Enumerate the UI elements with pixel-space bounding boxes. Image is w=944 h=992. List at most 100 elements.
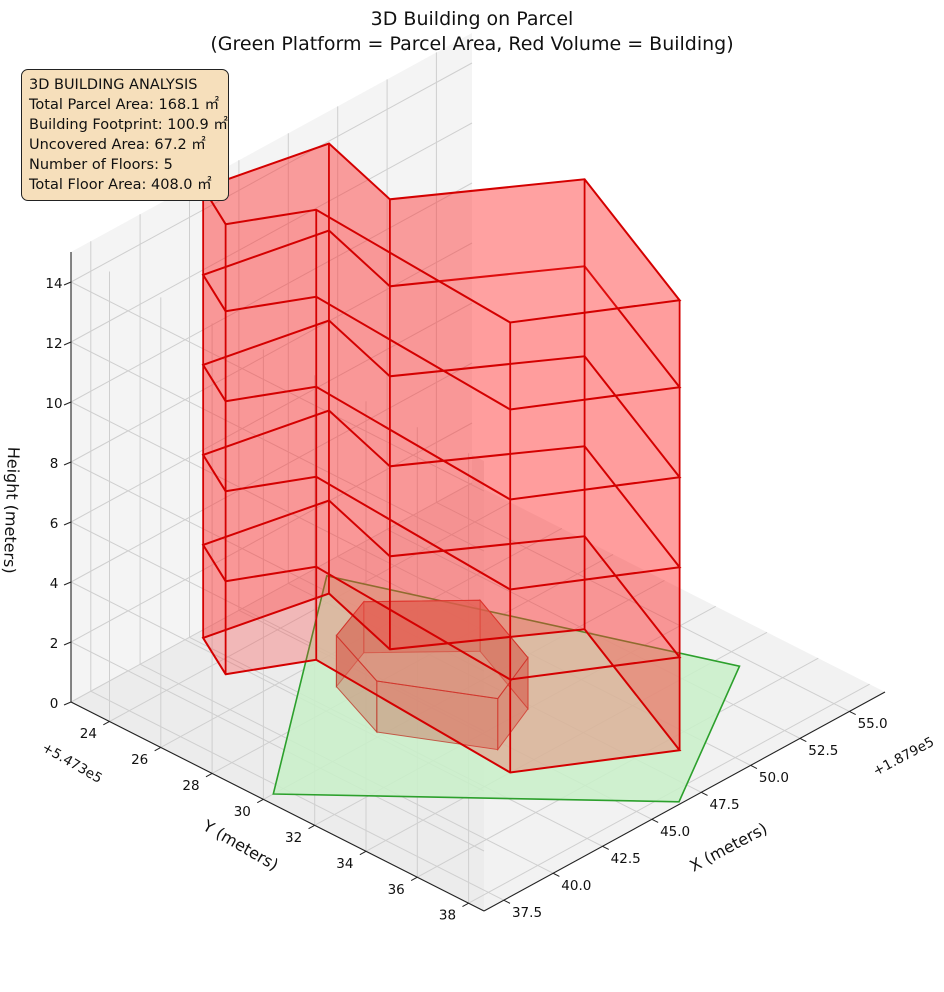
z-tick-mark (63, 521, 72, 526)
x-tick-label: 55.0 (858, 716, 888, 732)
analysis-info-box: 3D BUILDING ANALYSIS Total Parcel Area: … (21, 69, 229, 201)
info-number-of-floors: Number of Floors: 5 (29, 157, 173, 173)
y-tick-label: 34 (336, 856, 353, 872)
y-tick-label: 24 (80, 726, 97, 742)
z-tick-label: 6 (50, 516, 59, 532)
building-wall-face (389, 356, 585, 467)
building-wall-face (316, 566, 511, 773)
x-tick-mark (552, 872, 560, 877)
axis-lines (70, 252, 886, 912)
x-tick-label: 47.5 (709, 797, 739, 813)
building-wall-face (316, 386, 511, 590)
y-tick-mark (257, 798, 264, 804)
x-tick-label: 40.0 (561, 878, 591, 894)
chart-subtitle: (Green Platform = Parcel Area, Red Volum… (210, 33, 733, 55)
building-wall-face (389, 266, 585, 377)
building-wall-face (203, 544, 226, 675)
z-tick-label: 12 (45, 336, 62, 352)
z-tick-label: 14 (45, 276, 62, 292)
building-wall-face (389, 536, 585, 650)
z-tick-label: 0 (50, 696, 59, 712)
building-wall-face (203, 187, 226, 312)
chart-title: 3D Building on Parcel (371, 8, 574, 30)
z-tick-mark (63, 341, 72, 346)
y-tick-mark (205, 772, 213, 778)
x-tick-label: 52.5 (808, 743, 838, 759)
building-wall-face (584, 536, 680, 751)
building-wall-face (203, 274, 226, 402)
floor-outline (201, 142, 682, 324)
y-tick-mark (410, 876, 418, 882)
building-wall-face (203, 143, 329, 275)
building-wall-face (510, 477, 680, 590)
building-wall-face (203, 454, 226, 582)
y-tick-label: 32 (285, 830, 302, 846)
building-wall-face (584, 266, 680, 478)
base-block-top (335, 599, 529, 700)
building-wall-face (510, 387, 680, 500)
z-tick-label: 4 (50, 576, 59, 592)
building-wall-face (329, 143, 390, 287)
x-tick-label: 45.0 (660, 824, 690, 840)
info-building-footprint: Building Footprint: 100.9 ㎡ (29, 117, 228, 133)
z-tick-label: 10 (45, 396, 62, 412)
z-tick-mark (63, 581, 72, 586)
building-wall-face (225, 386, 317, 492)
building-wall-face (389, 179, 585, 287)
building-wall-face (225, 209, 317, 312)
y-tick-mark (308, 824, 315, 830)
building-layer (201, 142, 682, 774)
x-tick-mark (799, 737, 807, 742)
y-tick-mark (103, 721, 110, 726)
building-wall-face (329, 410, 390, 557)
building-wall-face (584, 356, 680, 568)
building-wall-face (225, 296, 317, 402)
y-tick-mark (462, 902, 469, 908)
x-tick-label: 50.0 (759, 770, 789, 786)
x-axis-line (483, 691, 886, 912)
building-wall-face (329, 500, 390, 650)
building-wall-face (225, 566, 317, 675)
building-wall-face (510, 657, 680, 773)
z-tick-mark (63, 701, 72, 706)
building-wall-face (203, 364, 226, 492)
building-wall-face (329, 320, 390, 467)
z-tick-label: 2 (50, 636, 59, 652)
z-tick-mark (63, 281, 72, 286)
y-tick-label: 38 (439, 908, 456, 924)
building-wall-face (316, 296, 511, 500)
building-wall-face (584, 179, 680, 388)
x-tick-mark (503, 899, 511, 904)
building-wall-face (316, 476, 511, 680)
info-box-heading: 3D BUILDING ANALYSIS (29, 77, 198, 93)
x-tick-mark (750, 764, 758, 769)
building-wall-face (584, 446, 680, 658)
z-tick-label: 8 (50, 456, 59, 472)
building-wall-face (225, 476, 317, 582)
building-wall-face (389, 446, 585, 557)
building-wall-face (510, 300, 680, 410)
y-axis-offset: +5.473e5 (39, 740, 105, 787)
x-tick-label: 42.5 (611, 851, 641, 867)
y-tick-label: 30 (234, 804, 251, 820)
x-tick-mark (651, 818, 659, 823)
x-tick-mark (701, 791, 708, 796)
info-uncovered-area: Uncovered Area: 67.2 ㎡ (29, 137, 206, 153)
z-tick-mark (63, 401, 72, 406)
z-tick-mark (63, 461, 72, 466)
y-tick-mark (359, 850, 367, 856)
building-wall-face (510, 567, 680, 680)
x-tick-mark (602, 845, 609, 850)
info-parcel-area: Total Parcel Area: 168.1 ㎡ (29, 97, 220, 113)
y-axis-label: Y (meters) (199, 816, 282, 875)
x-tick-mark (849, 710, 856, 716)
y-tick-label: 26 (131, 752, 148, 768)
z-axis-label: Height (meters) (0, 446, 23, 574)
y-tick-label: 28 (182, 778, 199, 794)
x-axis-label: X (meters) (686, 819, 770, 876)
z-tick-mark (63, 641, 72, 646)
building-wall-face (316, 209, 511, 410)
y-tick-label: 36 (388, 882, 405, 898)
info-total-floor-area: Total Floor Area: 408.0 ㎡ (29, 177, 212, 193)
